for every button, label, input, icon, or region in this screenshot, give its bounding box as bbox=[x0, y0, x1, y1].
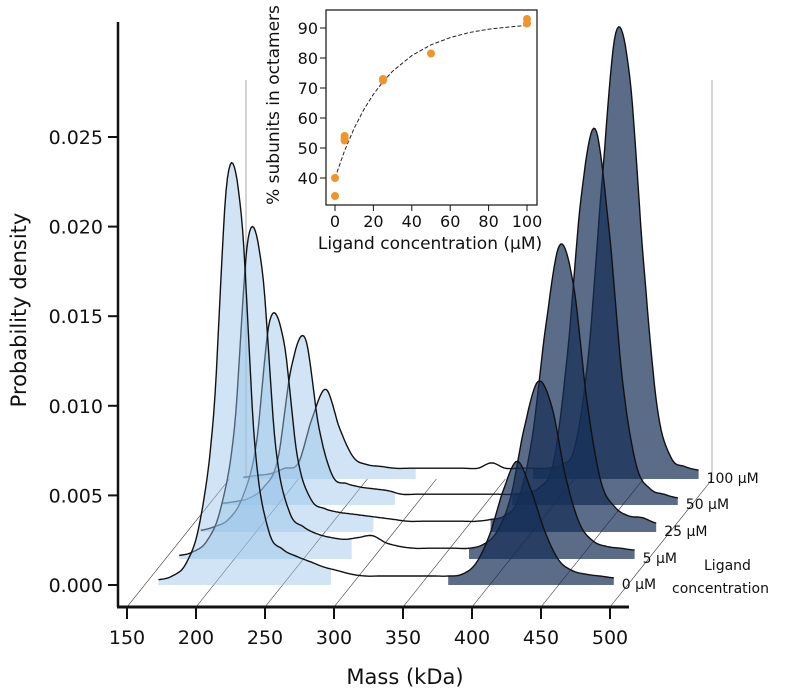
low-mass-fill bbox=[243, 389, 416, 479]
density-line bbox=[158, 161, 614, 581]
y-tick-label-0.000: 0.000 bbox=[49, 575, 103, 597]
inset-x-tick-label-60: 60 bbox=[440, 212, 460, 231]
inset-x-axis-title: Ligand concentration (μM) bbox=[318, 234, 542, 254]
low-mass-fill bbox=[222, 335, 395, 505]
inset-y-tick-label-40: 40 bbox=[298, 169, 318, 188]
inset-y-tick-label-90: 90 bbox=[298, 19, 318, 38]
y-ticks: 0.000 0.005 0.010 0.015 0.020 0.025 bbox=[49, 127, 118, 597]
fit-curve bbox=[334, 24, 528, 179]
ridge-100M bbox=[243, 26, 699, 480]
inset-y-tick-label-80: 80 bbox=[298, 49, 318, 68]
x-tick-label-400: 400 bbox=[454, 627, 490, 649]
data-point bbox=[523, 19, 531, 28]
data-point bbox=[331, 174, 339, 182]
inset-x-tick-label-80: 80 bbox=[478, 212, 498, 231]
row-label: 0 μM bbox=[622, 577, 656, 593]
inset-x-ticks: 0 20 40 60 80 100 bbox=[330, 205, 542, 231]
inset-fit bbox=[334, 24, 528, 179]
inset-x-tick-label-40: 40 bbox=[402, 212, 422, 231]
inset-x-tick-label-100: 100 bbox=[512, 212, 543, 231]
high-mass-fill bbox=[512, 128, 678, 506]
gridline-150 bbox=[126, 478, 230, 608]
y-tick-label-0.025: 0.025 bbox=[49, 127, 103, 149]
data-point bbox=[331, 192, 339, 200]
x-tick-label-300: 300 bbox=[316, 627, 352, 649]
x-ticks: 150 200 250 300 350 400 450 500 bbox=[109, 607, 628, 649]
density-line bbox=[179, 225, 635, 557]
x-tick-label-350: 350 bbox=[385, 627, 421, 649]
row-label: 5 μM bbox=[643, 551, 677, 567]
x-tick-label-200: 200 bbox=[178, 627, 214, 649]
density-line bbox=[243, 26, 699, 478]
inset-x-tick-label-0: 0 bbox=[330, 212, 340, 231]
y-tick-label-0.015: 0.015 bbox=[49, 306, 103, 328]
row-label: 50 μM bbox=[686, 497, 729, 513]
inset-y-ticks: 40 50 60 70 80 90 bbox=[298, 19, 326, 188]
inset-frame bbox=[325, 9, 538, 206]
gridline-500 bbox=[609, 478, 713, 608]
ridge-50M bbox=[222, 127, 678, 506]
inset-scatter: 0 20 40 60 80 100 40 50 60 70 80 90 Ligand concent… bbox=[264, 5, 542, 254]
inset-x-tick-label-20: 20 bbox=[363, 212, 383, 231]
data-point bbox=[340, 136, 349, 145]
gridline-350 bbox=[402, 478, 506, 608]
low-mass-fill bbox=[179, 226, 352, 559]
data-point bbox=[427, 49, 435, 58]
x-tick-label-150: 150 bbox=[109, 627, 145, 649]
depth-label-line1: Ligand bbox=[704, 558, 751, 574]
inset-y-axis-title: % subunits in octamers bbox=[264, 5, 284, 205]
low-mass-fill bbox=[200, 312, 374, 532]
main-axes bbox=[116, 22, 629, 609]
y-tick-label-0.020: 0.020 bbox=[49, 217, 103, 239]
density-line bbox=[222, 127, 678, 504]
high-mass-fill bbox=[448, 461, 614, 585]
inset-y-tick-label-50: 50 bbox=[298, 139, 318, 158]
x-tick-label-450: 450 bbox=[523, 627, 559, 649]
depth-label-line2: concentration bbox=[672, 581, 769, 597]
x-axis-title: Mass (kDa) bbox=[346, 665, 463, 689]
gridline-250 bbox=[264, 478, 368, 608]
density-ridges bbox=[158, 26, 699, 585]
density-line bbox=[200, 243, 657, 531]
data-point bbox=[379, 76, 387, 85]
low-mass-fill bbox=[158, 162, 331, 585]
inset-points bbox=[331, 15, 531, 200]
y-tick-label-0.010: 0.010 bbox=[49, 396, 103, 418]
inset-y-tick-label-70: 70 bbox=[298, 79, 318, 98]
y-tick-label-0.005: 0.005 bbox=[49, 485, 103, 507]
high-mass-fill bbox=[533, 26, 699, 480]
ridge-0M bbox=[158, 161, 614, 585]
row-labels: 100 μM 50 μM 25 μM 5 μM 0 μM bbox=[622, 471, 759, 593]
row-label: 25 μM bbox=[664, 524, 707, 540]
x-tick-label-500: 500 bbox=[592, 627, 628, 649]
gridline-200 bbox=[195, 478, 299, 608]
x-tick-label-250: 250 bbox=[247, 627, 283, 649]
y-axis-title: Probability density bbox=[7, 213, 31, 408]
row-label: 100 μM bbox=[707, 471, 759, 487]
inset-y-tick-label-60: 60 bbox=[298, 109, 318, 128]
